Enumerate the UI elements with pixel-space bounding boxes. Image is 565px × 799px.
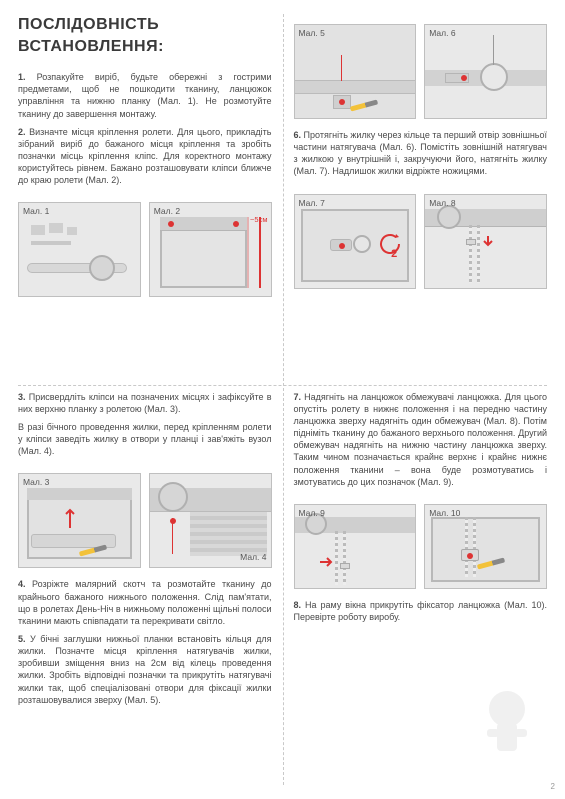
figure-10-label: Мал. 10: [429, 508, 460, 519]
step-7: 7. Надягніть на ланцюжок обмежувачі ланц…: [294, 391, 548, 488]
step-6: 6. Протягніть жилку через кільце та перш…: [294, 129, 548, 178]
figure-6: Мал. 6: [424, 24, 547, 119]
step-1-num: 1.: [18, 72, 26, 82]
step-6-num: 6.: [294, 130, 302, 140]
page-title: ПОСЛІДОВНІСТЬ ВСТАНОВЛЕННЯ:: [18, 14, 272, 57]
figrow-7-8: Мал. 7 2 Мал. 8: [294, 194, 548, 289]
figure-5-label: Мал. 5: [299, 28, 325, 39]
figure-2: Мал. 2 ~5см: [149, 202, 272, 297]
figure-4-label: Мал. 4: [240, 552, 266, 563]
figure-9-label: Мал. 9: [299, 508, 325, 519]
step-5: 5. У бічні заглушки нижньої планки встан…: [18, 633, 272, 706]
step-8: 8. На раму вікна прикрутіть фіксатор лан…: [294, 599, 548, 623]
figure-1-label: Мал. 1: [23, 206, 49, 217]
step-3b: В разі бічного проведення жилки, перед к…: [18, 421, 272, 457]
step-2-num: 2.: [18, 127, 26, 137]
vertical-divider: [283, 14, 284, 785]
step-4: 4. Розріжте малярний скотч та розмотайте…: [18, 578, 272, 627]
step-6-text: Протягніть жилку через кільце та перший …: [294, 130, 548, 176]
figure-8: Мал. 8: [424, 194, 547, 289]
figure-4: Мал. 4: [149, 473, 272, 568]
horizontal-divider: [18, 385, 547, 386]
figrow-3-4: Мал. 3 Мал. 4: [18, 473, 272, 568]
step-5-text: У бічні заглушки нижньої планки встанові…: [18, 634, 272, 705]
step-8-num: 8.: [294, 600, 302, 610]
step-1: 1. Розпакуйте виріб, будьте обережні з г…: [18, 71, 272, 120]
page-number: 2: [551, 782, 555, 793]
step-8-text: На раму вікна прикрутіть фіксатор ланцюж…: [294, 600, 547, 622]
step-1-text: Розпакуйте виріб, будьте обережні з гост…: [18, 72, 272, 118]
step-2-text: Визначте місця кріплення ролети. Для цьо…: [18, 127, 272, 186]
figure-5: Мал. 5: [294, 24, 417, 119]
figure-6-label: Мал. 6: [429, 28, 455, 39]
figure-10: Мал. 10: [424, 504, 547, 589]
quadrant-2: Мал. 5 Мал. 6 6. Протягніть жилку через …: [294, 14, 548, 381]
figrow-9-10: Мал. 9 Мал. 10: [294, 504, 548, 589]
figure-3-label: Мал. 3: [23, 477, 49, 488]
step-7-text: Надягніть на ланцюжок обмежувачі ланцюжк…: [294, 392, 548, 487]
figure-3: Мал. 3: [18, 473, 141, 568]
figure-1: Мал. 1: [18, 202, 141, 297]
figure-7-label: Мал. 7: [299, 198, 325, 209]
step-7-num: 7.: [294, 392, 302, 402]
figure-7: Мал. 7 2: [294, 194, 417, 289]
quadrant-1: ПОСЛІДОВНІСТЬ ВСТАНОВЛЕННЯ: 1. Розпакуйт…: [18, 14, 272, 381]
figrow-5-6: Мал. 5 Мал. 6: [294, 24, 548, 119]
figure-2-label: Мал. 2: [154, 206, 180, 217]
quadrant-3: 3. Присвердліть кліпси на позначених міс…: [18, 391, 272, 785]
quadrant-4: 7. Надягніть на ланцюжок обмежувачі ланц…: [294, 391, 548, 785]
step-4-text: Розріжте малярний скотч та розмотайте тк…: [18, 579, 272, 625]
figure-9: Мал. 9: [294, 504, 417, 589]
step-3-text: Присвердліть кліпси на позначених місцях…: [18, 392, 272, 414]
step-2: 2. Визначте місця кріплення ролети. Для …: [18, 126, 272, 187]
step-5-num: 5.: [18, 634, 26, 644]
step-3-num: 3.: [18, 392, 26, 402]
figure-8-label: Мал. 8: [429, 198, 455, 209]
figrow-1-2: Мал. 1 Мал. 2 ~5см: [18, 202, 272, 297]
step-3: 3. Присвердліть кліпси на позначених міс…: [18, 391, 272, 415]
step-4-num: 4.: [18, 579, 26, 589]
figure-2-dim: ~5см: [250, 215, 267, 225]
